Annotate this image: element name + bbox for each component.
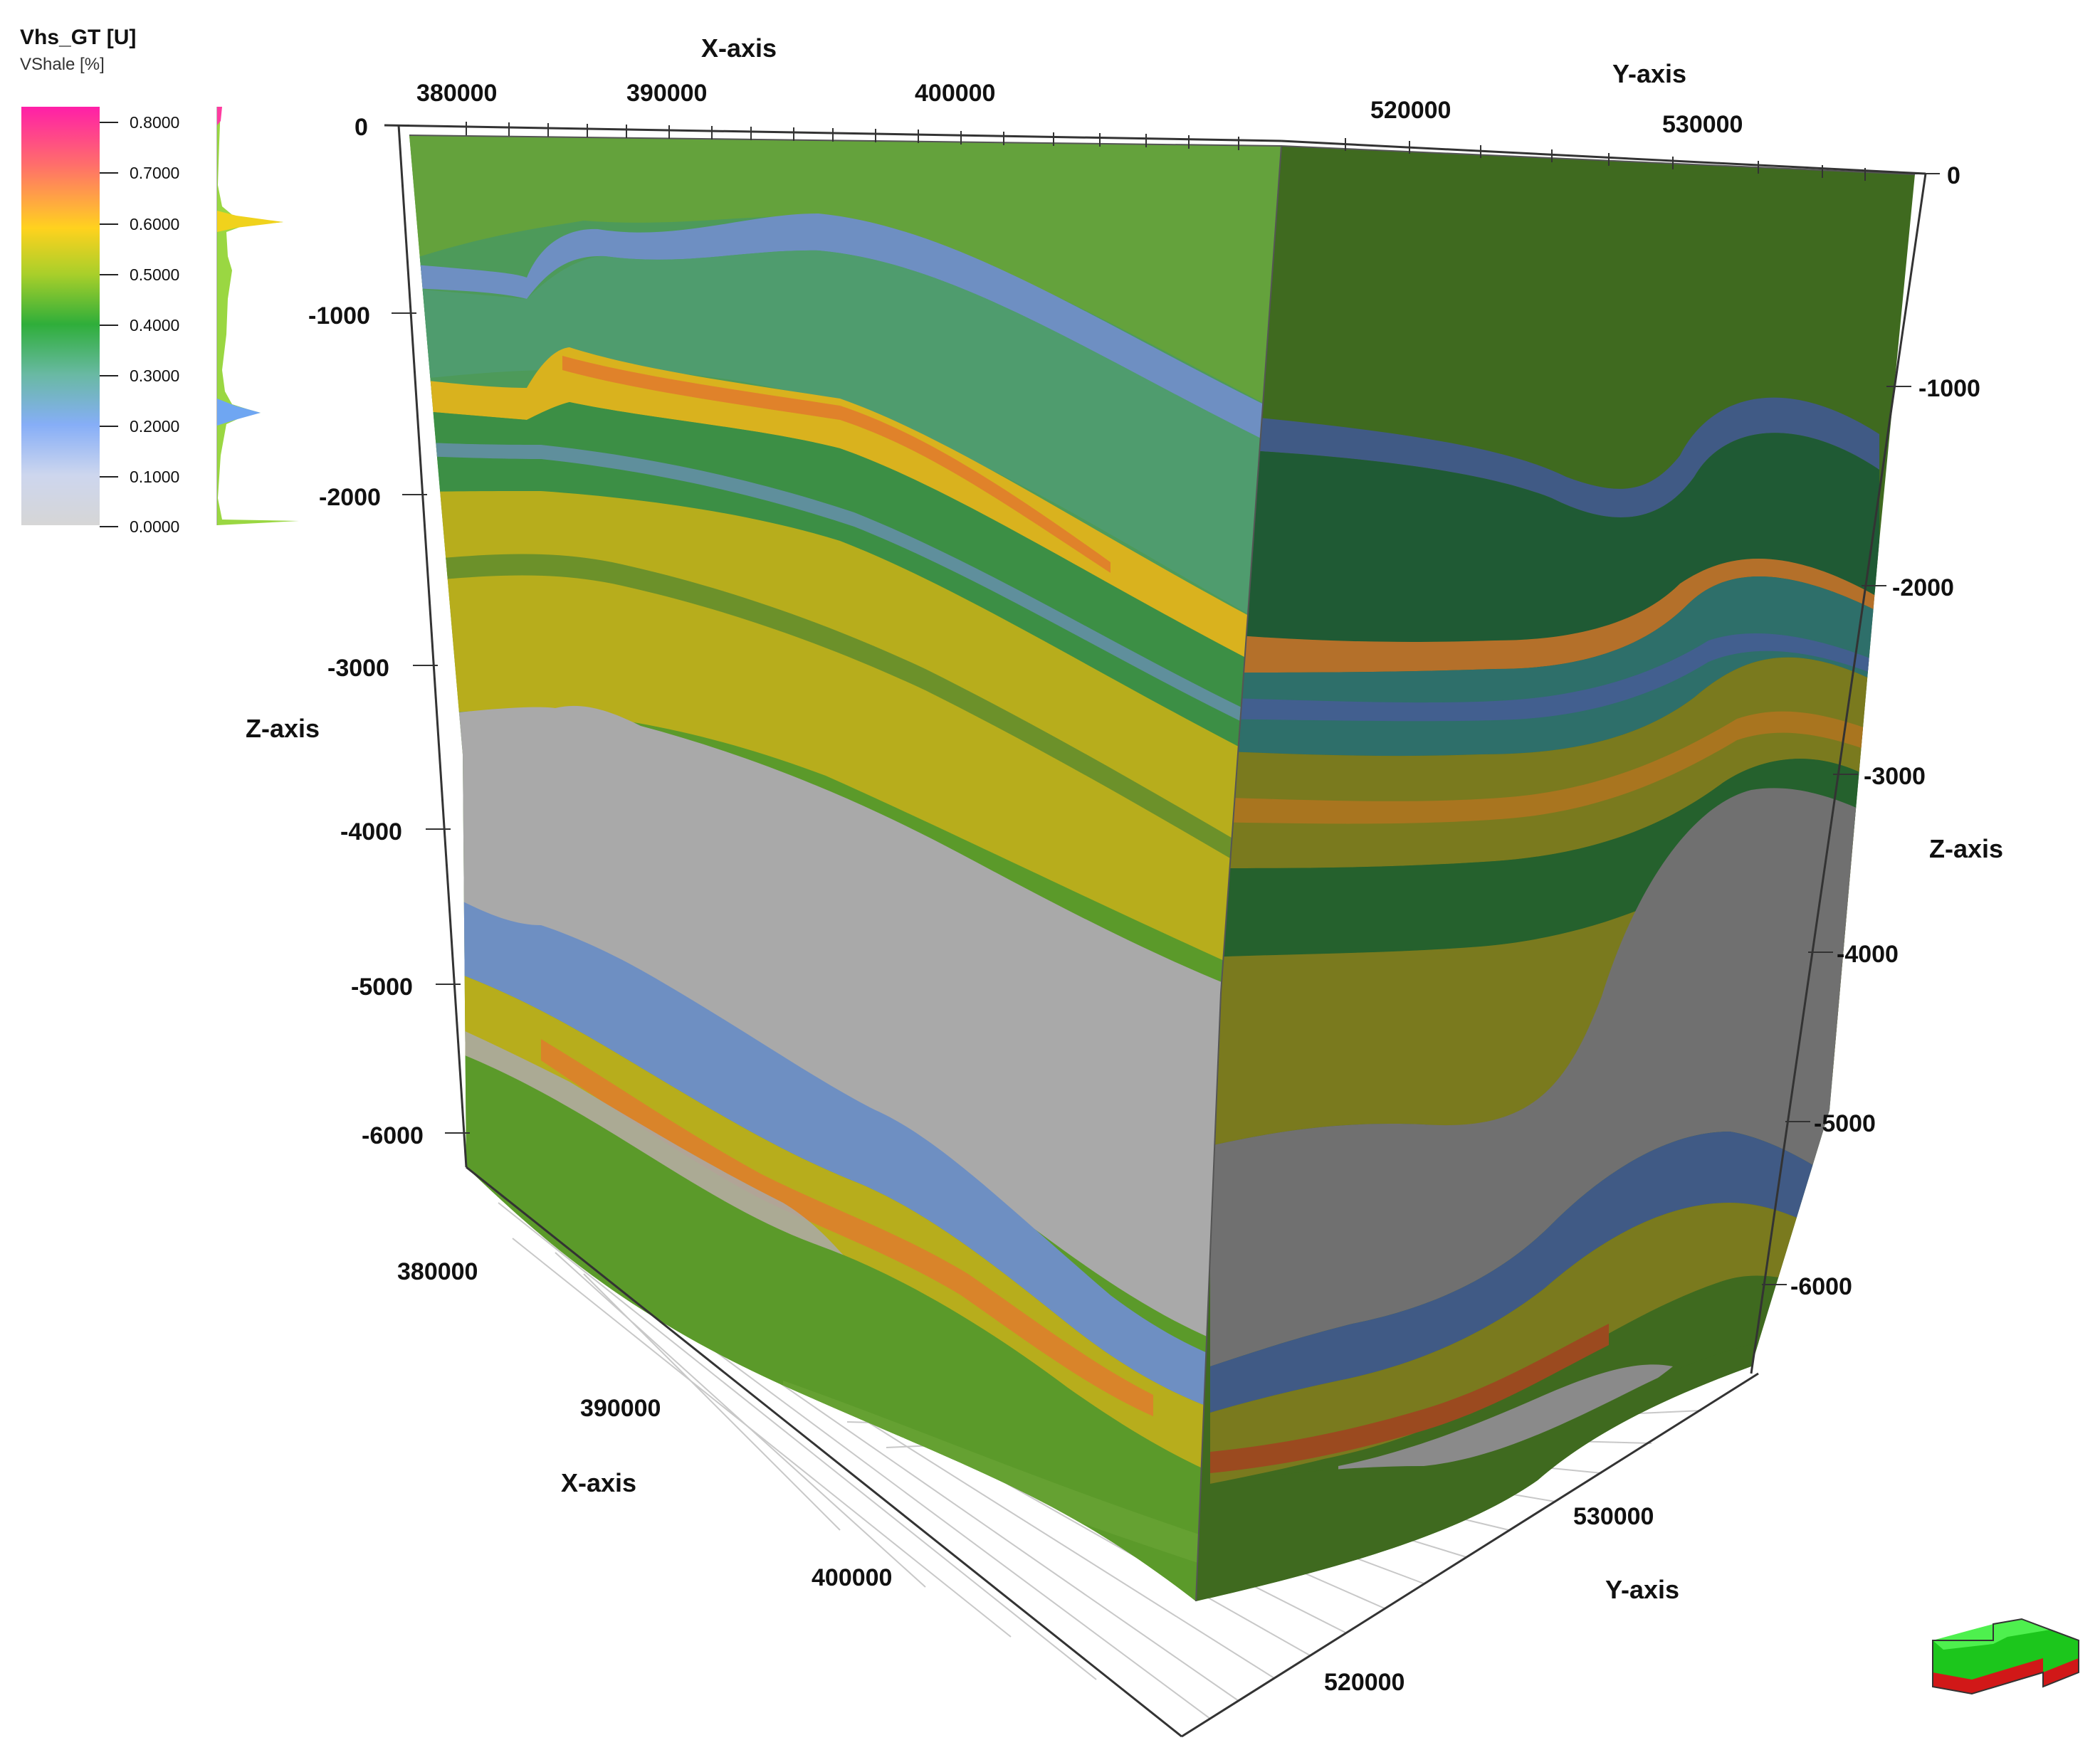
colorbar [21,107,100,525]
top-y-axis-ticks: 520000 530000 [1370,97,1743,138]
bottom-y-axis-title: Y-axis [1605,1575,1679,1604]
axis-tick-label: 400000 [812,1564,892,1591]
colorbar-tick-label: 0.2000 [130,417,179,436]
axis-tick-label: -4000 [1837,941,1899,968]
axis-tick-label: 0 [355,114,368,141]
axis-tick-label: -5000 [351,974,413,1001]
top-y-axis-title: Y-axis [1612,59,1686,88]
top-x-axis-title: X-axis [701,33,777,63]
volume-edges [409,135,1916,1602]
axis-tick-label: 520000 [1324,1669,1405,1696]
axis-tick-label: 0 [1947,162,1960,189]
axis-tick-label: -6000 [362,1122,424,1149]
bottom-x-axis-ticks: 380000 390000 400000 [397,1258,892,1591]
right-z-axis-ticks: 0 -1000 -2000 -3000 -4000 -5000 -6000 [1790,162,1980,1300]
axis-tick-label: 390000 [626,80,707,107]
axis-tick-label: 530000 [1662,111,1743,138]
right-z-axis-title: Z-axis [1929,834,2003,863]
left-z-axis-ticks: 0 -1000 -2000 -3000 -4000 -5000 -6000 [308,114,424,1149]
axis-tick-label: -1000 [308,302,370,330]
axis-tick-label: -2000 [1892,574,1954,601]
axis-tick-label: 520000 [1370,97,1451,124]
axis-tick-label: -3000 [327,655,389,682]
axis-tick-label: 390000 [580,1395,661,1422]
colorbar-tick-label: 0.5000 [130,265,179,284]
colorbar-tick-label: 0.0000 [130,517,179,536]
colorbar-ticks [100,122,118,527]
3d-orientation-arrow-icon[interactable] [1932,1618,2079,1695]
colorbar-tick-label: 0.6000 [130,215,179,233]
top-x-axis-ticks: 380000 390000 400000 [416,80,995,107]
axis-tick-label: 380000 [397,1258,478,1285]
bottom-x-axis-title: X-axis [561,1468,636,1497]
legend-subtitle: VShale [%] [20,55,105,74]
property-histogram [216,107,299,525]
axis-tick-label: -4000 [340,818,402,845]
legend-title: Vhs_GT [U] [20,26,136,49]
axis-tick-label: -1000 [1918,375,1980,402]
axis-tick-label: -6000 [1790,1273,1852,1300]
colorbar-tick-label: 0.7000 [130,164,179,182]
colorbar-tick-label: 0.4000 [130,316,179,334]
axis-tick-label: 530000 [1573,1503,1654,1530]
axis-tick-label: -5000 [1814,1110,1876,1137]
bottom-y-axis-ticks: 530000 520000 [1324,1503,1654,1696]
colorbar-legend: Vhs_GT [U] VShale [%] 0.8000 0.7000 0.60… [20,26,299,536]
colorbar-tick-label: 0.8000 [130,113,179,132]
left-z-axis-title: Z-axis [246,714,320,743]
axis-tick-label: 380000 [416,80,497,107]
colorbar-tick-label: 0.1000 [130,468,179,486]
axis-tick-label: -2000 [319,484,381,511]
axis-tick-label: 400000 [915,80,995,107]
volume-face-xz[interactable] [399,128,1296,1623]
colorbar-tick-label: 0.3000 [130,367,179,385]
axis-tick-label: -3000 [1864,763,1926,790]
axis-minor-ticks [384,122,1940,1285]
